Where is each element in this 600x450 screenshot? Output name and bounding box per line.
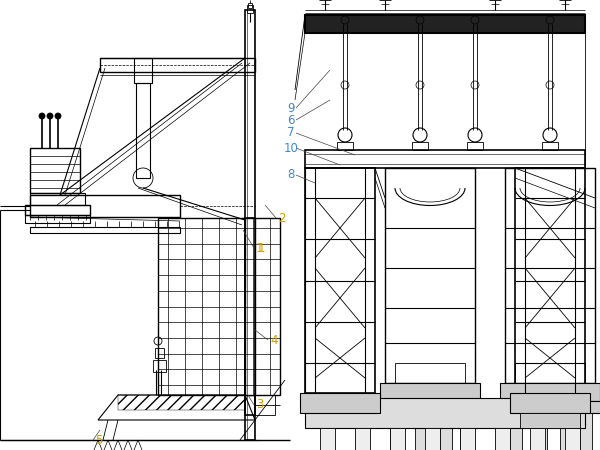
Bar bbox=[505, 168, 595, 383]
Bar bbox=[158, 218, 280, 395]
Text: 2: 2 bbox=[278, 212, 286, 225]
Bar bbox=[245, 218, 255, 415]
Text: 9: 9 bbox=[287, 102, 295, 114]
Bar bbox=[515, 363, 585, 383]
Text: 3: 3 bbox=[256, 399, 263, 411]
Bar bbox=[560, 413, 572, 450]
Bar bbox=[30, 148, 80, 193]
Bar bbox=[380, 383, 480, 401]
Bar bbox=[425, 428, 440, 450]
Bar bbox=[412, 142, 428, 150]
Text: 6: 6 bbox=[287, 113, 295, 126]
Text: 7: 7 bbox=[287, 126, 295, 140]
Bar bbox=[305, 150, 585, 168]
Bar bbox=[155, 348, 164, 358]
Bar bbox=[460, 428, 475, 450]
Bar bbox=[25, 215, 90, 223]
Bar bbox=[25, 205, 90, 215]
Circle shape bbox=[39, 113, 45, 119]
Bar bbox=[375, 401, 485, 413]
Bar bbox=[395, 363, 465, 383]
Bar bbox=[510, 393, 590, 413]
Bar bbox=[530, 428, 545, 450]
Bar bbox=[510, 413, 522, 450]
Bar bbox=[30, 227, 180, 233]
Bar bbox=[495, 401, 600, 413]
Bar bbox=[247, 5, 253, 13]
Bar bbox=[355, 428, 370, 450]
Bar bbox=[460, 413, 472, 450]
Bar bbox=[515, 168, 585, 393]
Text: 1: 1 bbox=[258, 242, 265, 255]
Bar bbox=[136, 83, 150, 178]
Bar bbox=[520, 413, 580, 428]
Bar bbox=[440, 413, 452, 450]
Bar bbox=[385, 168, 475, 383]
Bar bbox=[305, 398, 585, 428]
Bar bbox=[305, 15, 585, 33]
Text: 1: 1 bbox=[256, 242, 263, 255]
Bar bbox=[245, 10, 255, 440]
Bar bbox=[134, 58, 152, 83]
Bar bbox=[500, 383, 600, 401]
Text: 4: 4 bbox=[270, 333, 277, 346]
Bar bbox=[30, 195, 180, 217]
Circle shape bbox=[55, 113, 61, 119]
Bar bbox=[255, 395, 275, 415]
Bar bbox=[390, 413, 402, 450]
Bar bbox=[300, 393, 380, 413]
Bar bbox=[320, 428, 335, 450]
Bar bbox=[30, 193, 85, 205]
Bar bbox=[245, 218, 255, 395]
Bar bbox=[100, 58, 255, 72]
Bar bbox=[305, 15, 585, 33]
Bar bbox=[542, 142, 558, 150]
Bar bbox=[390, 428, 405, 450]
Bar bbox=[565, 428, 580, 450]
Text: 5: 5 bbox=[95, 433, 103, 446]
Bar bbox=[248, 3, 252, 8]
Text: 10: 10 bbox=[284, 141, 299, 154]
Bar bbox=[467, 142, 483, 150]
Bar bbox=[118, 395, 245, 410]
Bar bbox=[580, 413, 592, 450]
Bar bbox=[337, 142, 353, 150]
Bar bbox=[415, 413, 427, 450]
Circle shape bbox=[47, 113, 53, 119]
Bar bbox=[305, 168, 375, 393]
Bar bbox=[535, 413, 547, 450]
Bar bbox=[495, 428, 510, 450]
Text: 8: 8 bbox=[287, 168, 295, 181]
Bar bbox=[153, 360, 166, 372]
